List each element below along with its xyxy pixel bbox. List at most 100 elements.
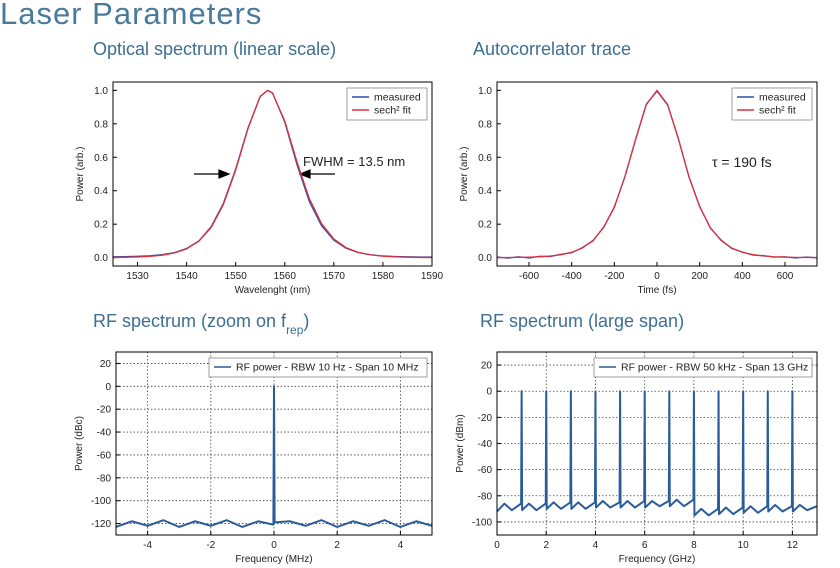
y-tick-label: -120: [91, 519, 111, 530]
x-axis-label: Frequency (MHz): [235, 554, 312, 565]
x-tick-label: -200: [604, 271, 624, 282]
plot-data: [497, 89, 817, 259]
x-tick-label: 2: [334, 540, 340, 551]
plot-frame: [496, 351, 818, 536]
legend-label: RF power - RBW 10 Hz - Span 10 MHz: [236, 362, 419, 374]
x-tick-label: 10: [738, 540, 750, 551]
chart-title-text: RF spectrum (zoom on f: [93, 311, 287, 331]
x-tick-label: 8: [691, 540, 697, 551]
x-tick-label: 0: [494, 540, 500, 551]
x-axis-label: Frequency (GHz): [619, 554, 696, 565]
x-tick-label: 600: [777, 271, 794, 282]
y-tick-label: 20: [100, 359, 112, 370]
y-tick-label: 0.6: [94, 153, 108, 164]
y-axis-label: Power (arb.): [75, 146, 86, 201]
series-line: [113, 89, 432, 259]
x-tick-label: 1570: [323, 271, 346, 282]
annotation: FWHM = 13.5 nm: [303, 154, 405, 169]
y-tick-label: -60: [97, 450, 112, 461]
x-tick-label: -2: [206, 540, 215, 551]
x-tick-label: 1540: [175, 271, 198, 282]
x-tick-label: 2: [543, 540, 549, 551]
y-tick-label: -40: [478, 439, 493, 450]
x-tick-label: 6: [642, 540, 648, 551]
chart-title: Autocorrelator trace: [473, 39, 631, 59]
y-tick-label: 0.2: [94, 220, 108, 231]
x-tick-label: -400: [562, 271, 582, 282]
legend-box: [208, 357, 428, 378]
legend-box: [593, 357, 813, 378]
y-tick-label: 0.8: [94, 119, 108, 130]
y-tick-label: -100: [91, 496, 111, 507]
x-tick-label: 400: [734, 271, 751, 282]
y-tick-label: 20: [481, 361, 493, 372]
series-line: [497, 390, 817, 517]
chart: RF spectrum (zoom on frep)-4 -2 0 2 4-120-10…: [74, 311, 433, 565]
x-tick-label: 1580: [372, 271, 395, 282]
x-tick-label: -600: [519, 271, 539, 282]
y-tick-label: -100: [472, 517, 492, 528]
y-tick-label: 0.8: [478, 119, 492, 130]
y-axis-label: Power (dBm): [455, 414, 466, 472]
x-tick-label: 0: [271, 540, 277, 551]
x-tick-label: 1560: [274, 271, 297, 282]
chart: Optical spectrum (linear scale) 1530 1540 1…: [75, 39, 444, 296]
series-line: [497, 89, 817, 259]
y-tick-label: -80: [478, 491, 493, 502]
legend-label: sech² fit: [374, 105, 411, 117]
x-tick-label: 1590: [421, 271, 444, 282]
annotation: τ = 190 fs: [712, 154, 772, 170]
x-tick-label: -4: [143, 540, 152, 551]
y-tick-label: 0.2: [478, 220, 492, 231]
y-tick-label: 1.0: [94, 86, 108, 97]
chart: RF spectrum (large span) 0 2 4 6 8 10 12 -100 -80…: [455, 311, 818, 565]
legend-box: [346, 87, 428, 121]
y-tick-label: 0.4: [94, 186, 108, 197]
chart-title: RF spectrum (zoom on frep): [93, 311, 309, 337]
plot-data: [113, 89, 432, 259]
y-tick-label: -40: [97, 428, 112, 439]
x-axis-label: Wavelenght (nm): [235, 285, 311, 296]
y-axis-label: Power (arb.): [459, 146, 470, 201]
x-tick-label: 1530: [126, 271, 149, 282]
legend-box: [731, 87, 813, 121]
x-tick-label: 1550: [225, 271, 248, 282]
x-axis-label: Time (fs): [637, 285, 676, 296]
legend-label: measured: [374, 92, 421, 104]
y-tick-label: -80: [97, 473, 112, 484]
plot-data: [116, 385, 432, 528]
y-tick-label: 0.6: [478, 153, 492, 164]
x-tick-label: 200: [691, 271, 708, 282]
x-tick-label: 4: [398, 540, 404, 551]
chart-title-text: RF spectrum (large span): [480, 311, 684, 331]
page-title: Laser Parameters: [0, 0, 262, 31]
chart-title-suffix: ): [303, 311, 309, 331]
chart-title-text: Optical spectrum (linear scale): [93, 39, 336, 59]
plot-frame: [112, 81, 433, 267]
y-tick-label: -20: [478, 413, 493, 424]
y-tick-label: 0.0: [94, 253, 108, 264]
y-tick-label: 0.0: [478, 253, 492, 264]
legend-label: measured: [759, 92, 806, 104]
fwhm-arrows: [194, 169, 335, 179]
y-tick-label: 1.0: [478, 86, 492, 97]
x-tick-label: 4: [593, 540, 599, 551]
series-line: [116, 385, 432, 528]
chart-title: RF spectrum (large span): [480, 311, 684, 331]
y-tick-label: -60: [478, 465, 493, 476]
y-tick-label: -20: [97, 405, 112, 416]
legend: RF power - RBW 10 Hz - Span 10 MHz: [208, 357, 428, 378]
y-tick-label: 0: [486, 387, 492, 398]
chart-title-text: Autocorrelator trace: [473, 39, 631, 59]
chart-title-subscript: rep: [286, 323, 304, 337]
x-tick-label: 0: [654, 271, 660, 282]
chart-title: Optical spectrum (linear scale): [93, 39, 336, 59]
y-tick-label: 0.4: [478, 186, 492, 197]
plot-data: [497, 390, 817, 517]
y-tick-label: 0: [105, 382, 111, 393]
chart: Autocorrelator trace -600 -400 -200 0 200 400 6…: [459, 39, 818, 296]
